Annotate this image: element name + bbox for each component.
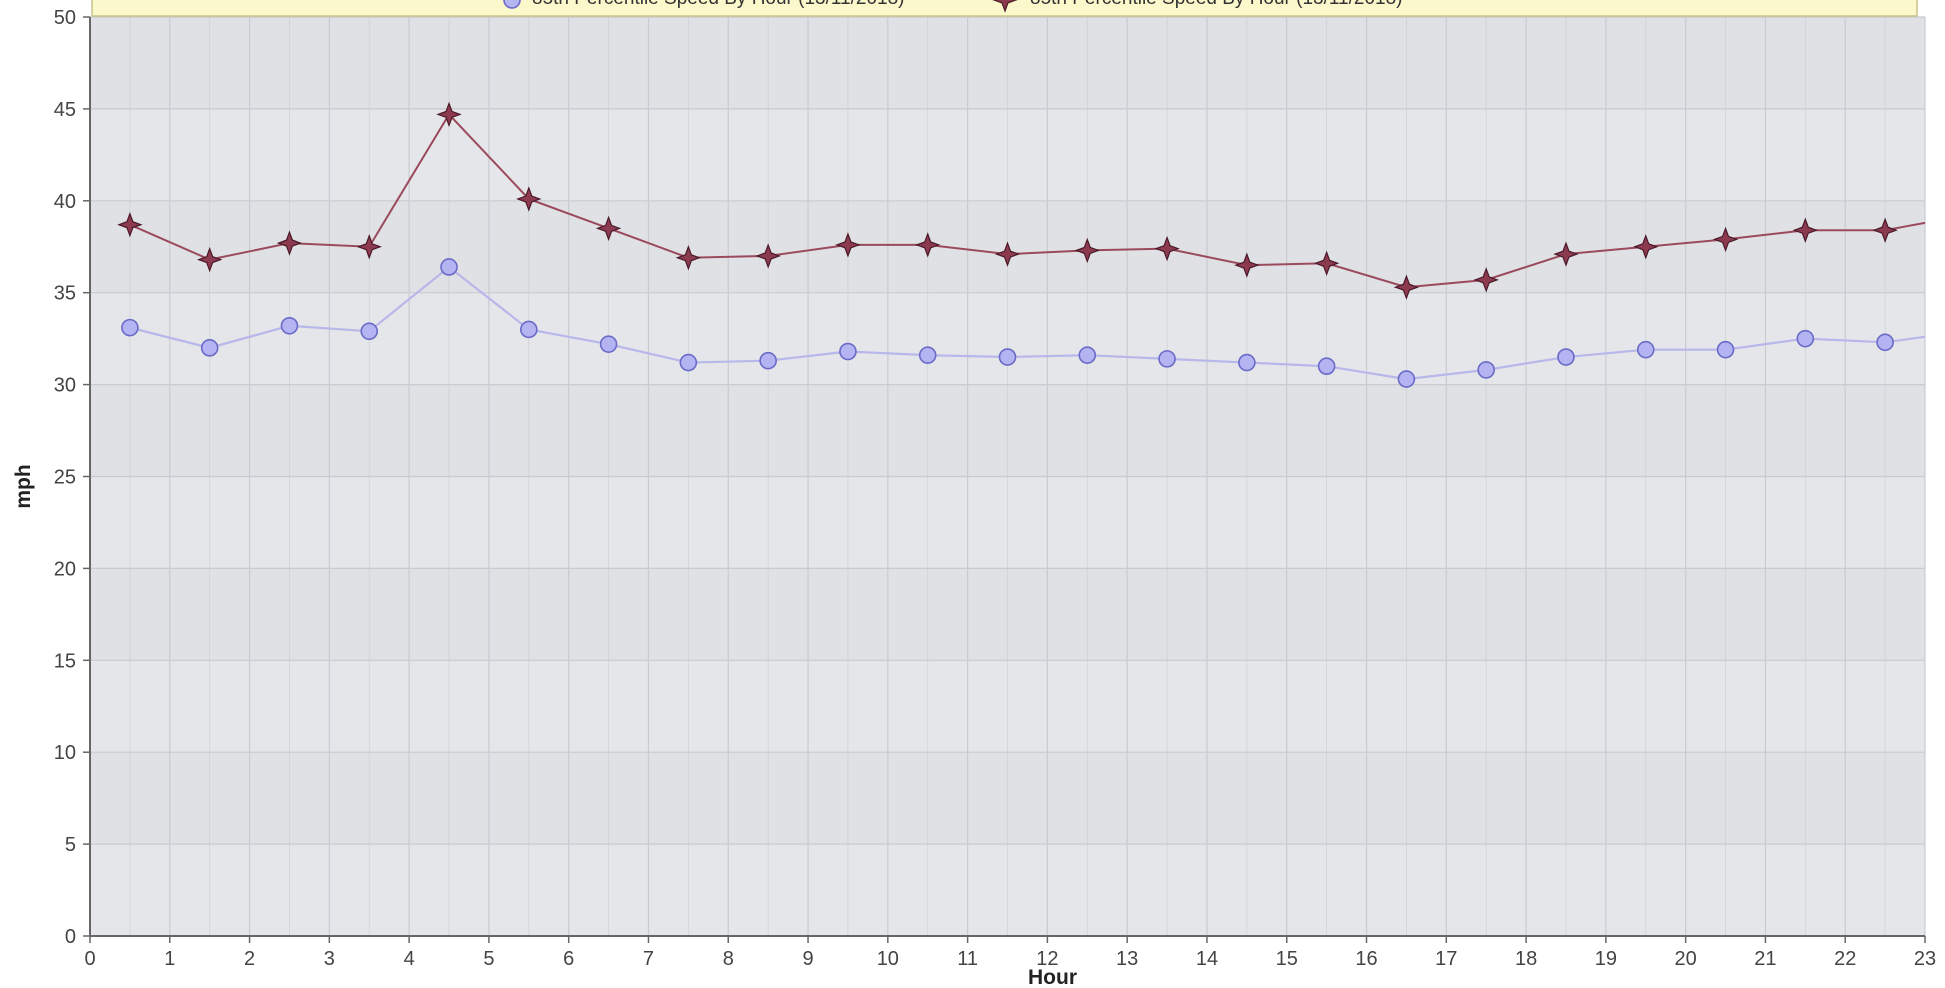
series-0-point xyxy=(1553,241,1579,267)
y-tick-label: 50 xyxy=(54,7,76,29)
x-tick-label: 5 xyxy=(483,948,494,970)
y-tick-label: 30 xyxy=(54,375,76,397)
legend-marker-circle xyxy=(503,0,521,9)
series-0-point xyxy=(595,215,622,242)
series-1-point xyxy=(998,348,1017,366)
series-0-point xyxy=(1633,234,1659,260)
series-1-point xyxy=(280,316,299,335)
series-1-point xyxy=(759,351,777,370)
y-tick-label: 0 xyxy=(65,926,76,948)
series-0-point xyxy=(1074,237,1101,264)
series-0-point xyxy=(675,245,702,271)
x-tick-label: 17 xyxy=(1435,948,1457,970)
legend-entry-series-0: 85th Percentile Speed By Hour (13/11/201… xyxy=(1030,0,1403,9)
grid-lines xyxy=(89,16,1926,937)
series-1-point xyxy=(1397,370,1416,388)
legend-marker-series-0 xyxy=(992,0,1018,13)
y-tick-label: 10 xyxy=(54,742,76,764)
legend-marker-series-1 xyxy=(503,0,521,9)
x-tick-label: 11 xyxy=(957,948,978,970)
x-tick-label: 22 xyxy=(1834,948,1856,970)
series-0-point xyxy=(1872,217,1898,243)
series-0-point xyxy=(1393,274,1420,300)
series-1-point xyxy=(599,335,618,353)
series-0-point xyxy=(1473,267,1499,293)
series-1-point xyxy=(440,258,458,276)
series-1-point xyxy=(520,320,538,339)
x-tick-label: 23 xyxy=(1914,948,1936,970)
x-axis-label: Hour xyxy=(1028,966,1077,988)
y-axis-label: mph xyxy=(12,464,35,508)
series-1-point xyxy=(1796,329,1815,348)
x-tick-label: 8 xyxy=(723,948,734,970)
x-tick-label: 21 xyxy=(1754,948,1776,970)
tick-labels: 0 1 2 3 4 5 6 7 8 9 10 11 12 13 14 15 16 17 18 19 20 21 22 2305… xyxy=(54,7,1936,970)
series-layer xyxy=(117,101,1926,388)
series-1-point xyxy=(1636,340,1655,359)
x-tick-label: 9 xyxy=(802,948,813,970)
series-1-point xyxy=(200,339,219,357)
series-0-point xyxy=(276,230,303,256)
series-1-point xyxy=(839,342,857,361)
y-tick-label: 35 xyxy=(54,283,76,305)
series-1-point xyxy=(1317,357,1336,376)
series-0-point xyxy=(356,234,382,260)
x-tick-label: 4 xyxy=(404,948,415,970)
series-0-point xyxy=(755,243,781,269)
legend-marker-star xyxy=(992,0,1018,13)
series-0-point xyxy=(516,186,542,212)
x-tick-label: 6 xyxy=(563,948,574,970)
series-0-point xyxy=(1234,252,1260,278)
series-0-point xyxy=(835,232,861,258)
axes xyxy=(83,16,1926,943)
x-tick-label: 19 xyxy=(1595,948,1617,970)
x-tick-label: 1 xyxy=(164,948,175,970)
series-1-point xyxy=(679,353,698,372)
series-0-point xyxy=(117,211,143,238)
series-1-line xyxy=(129,265,1926,381)
x-tick-label: 10 xyxy=(877,948,899,970)
series-1-point xyxy=(1238,353,1256,372)
x-tick-label: 20 xyxy=(1675,948,1697,970)
series-0-point xyxy=(1154,235,1180,262)
series-0-point xyxy=(994,241,1021,267)
legend: 85th Percentile Speed By Hour (13/11/201… xyxy=(91,0,1918,17)
x-tick-label: 12 xyxy=(1036,948,1058,970)
series-0-point xyxy=(436,101,462,128)
y-tick-label: 40 xyxy=(54,191,76,213)
legend-entry-series-1: 85th Percentile Speed By Hour (13/11/201… xyxy=(532,0,905,9)
y-tick-label: 25 xyxy=(54,467,76,489)
series-1-point xyxy=(121,318,139,337)
series-1-point xyxy=(1716,340,1735,359)
series-0-point xyxy=(196,246,223,273)
series-0-point xyxy=(1792,217,1819,243)
x-tick-label: 14 xyxy=(1196,948,1218,970)
x-tick-label: 15 xyxy=(1276,948,1298,970)
series-1-point xyxy=(1876,333,1894,352)
series-1-point xyxy=(1078,346,1097,364)
x-tick-label: 16 xyxy=(1355,948,1377,970)
y-tick-label: 20 xyxy=(54,558,76,580)
x-tick-label: 2 xyxy=(244,948,255,970)
series-1-point xyxy=(1158,350,1176,368)
series-1-point xyxy=(1557,348,1575,366)
x-tick-label: 7 xyxy=(643,948,654,970)
x-tick-label: 13 xyxy=(1116,948,1138,970)
x-tick-label: 0 xyxy=(84,948,95,970)
series-0-point xyxy=(914,232,941,258)
x-tick-label: 3 xyxy=(324,948,335,970)
series-1-point xyxy=(1477,361,1495,379)
series-1-point xyxy=(360,322,379,341)
y-tick-label: 5 xyxy=(65,834,76,856)
y-tick-label: 45 xyxy=(54,99,76,121)
series-0-point xyxy=(1712,226,1739,253)
series-0-point xyxy=(1313,250,1340,277)
series-0-line xyxy=(129,112,1926,289)
y-tick-label: 15 xyxy=(54,650,76,672)
series-1-point xyxy=(918,346,937,364)
x-tick-label: 18 xyxy=(1515,948,1537,970)
